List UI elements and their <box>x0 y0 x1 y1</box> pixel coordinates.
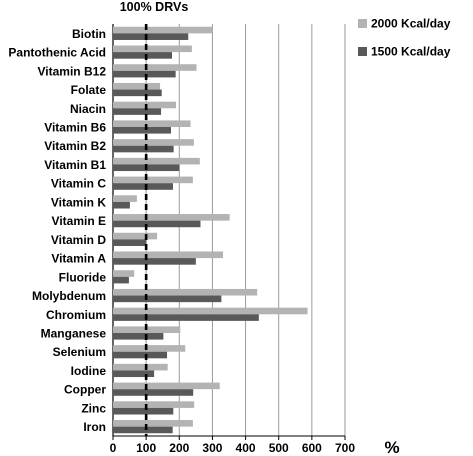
category-label: Vitamin B1 <box>44 158 106 172</box>
category-label: Iodine <box>71 364 107 378</box>
x-tick-label: 200 <box>169 441 189 455</box>
chart-title: 100% DRVs <box>120 0 189 14</box>
bar-series-2000 <box>113 139 194 146</box>
category-labels: Biotin Pantothenic Acid Vitamin B12 Folate N… <box>8 27 106 434</box>
x-tick-label: 600 <box>302 441 322 455</box>
x-tick-label: 700 <box>335 441 355 455</box>
bar-series-2000 <box>113 401 195 408</box>
category-label: Vitamin E <box>52 214 106 228</box>
bar-series-2000 <box>113 307 308 315</box>
category-label: Niacin <box>70 102 106 116</box>
bar-series-1500 <box>113 295 222 303</box>
bar-series-1500 <box>113 145 174 153</box>
bar-series-1500 <box>113 370 155 378</box>
bar-series-1500 <box>113 258 196 265</box>
bar-series-1500 <box>113 70 176 78</box>
bar-series-1500 <box>113 389 194 396</box>
bar-series-2000 <box>113 363 168 371</box>
bar-series-2000 <box>113 82 161 90</box>
bar-series-2000 <box>113 157 200 165</box>
x-axis-label: % <box>384 438 399 456</box>
bar-series-1500 <box>113 351 168 359</box>
category-label: Iron <box>83 420 106 434</box>
category-label: Vitamin C <box>51 177 106 191</box>
category-label: Chromium <box>46 308 106 322</box>
x-tick-label: 300 <box>202 441 222 455</box>
x-tick-label: 500 <box>269 441 289 455</box>
category-label: Manganese <box>41 327 107 341</box>
x-tick-label: 100 <box>136 441 156 455</box>
legend: 2000 Kcal/day 1500 Kcal/day <box>358 17 451 59</box>
bar-series-2000 <box>113 195 137 202</box>
bar-series-1500 <box>113 89 162 97</box>
bar-series-1500 <box>113 314 259 321</box>
category-label: Fluoride <box>59 270 107 284</box>
bar-series-2000 <box>113 26 213 34</box>
category-label: Copper <box>64 383 106 397</box>
bars <box>113 26 308 434</box>
category-label: Vitamin B12 <box>38 64 107 78</box>
category-label: Biotin <box>72 27 106 41</box>
legend-label: 2000 Kcal/day <box>371 17 451 31</box>
category-label: Vitamin D <box>51 233 106 247</box>
category-label: Vitamin A <box>51 252 106 266</box>
bar-series-2000 <box>113 120 191 127</box>
bar-series-2000 <box>113 270 135 277</box>
bar-series-1500 <box>113 333 164 340</box>
category-label: Zinc <box>81 401 106 415</box>
bar-series-2000 <box>113 251 224 259</box>
category-label: Vitamin K <box>51 195 106 209</box>
bar-series-2000 <box>113 64 197 71</box>
bar-series-2000 <box>113 232 158 240</box>
category-label: Pantothenic Acid <box>8 46 106 60</box>
bar-series-1500 <box>113 220 201 228</box>
legend-swatch <box>358 19 367 28</box>
category-label: Vitamin B6 <box>44 121 106 135</box>
bar-series-2000 <box>113 176 193 184</box>
legend-label: 1500 Kcal/day <box>371 45 451 59</box>
bar-series-1500 <box>113 407 174 415</box>
bar-series-2000 <box>113 214 230 221</box>
x-tick-label: 400 <box>236 441 256 455</box>
bar-series-1500 <box>113 52 172 59</box>
bar-series-1500 <box>113 183 173 190</box>
x-axis: 0 100 200 300 400 500 600 700 <box>110 435 355 455</box>
category-label: Vitamin B2 <box>44 139 106 153</box>
bar-series-1500 <box>113 201 130 209</box>
bar-series-2000 <box>113 420 193 427</box>
bar-series-2000 <box>113 382 220 390</box>
bar-series-2000 <box>113 345 186 352</box>
bar-series-1500 <box>113 108 162 115</box>
category-label: Molybdenum <box>32 289 106 303</box>
bar-series-2000 <box>113 45 192 53</box>
bar-series-1500 <box>113 127 171 134</box>
x-tick-label: 0 <box>110 441 117 455</box>
legend-swatch <box>358 47 367 56</box>
category-label: Selenium <box>53 345 106 359</box>
bar-series-2000 <box>113 101 176 109</box>
bar-series-1500 <box>113 426 173 434</box>
bar-series-1500 <box>113 239 147 246</box>
bar-series-1500 <box>113 276 129 284</box>
category-label: Folate <box>71 83 107 97</box>
bar-series-1500 <box>113 33 189 40</box>
bar-series-2000 <box>113 288 258 296</box>
